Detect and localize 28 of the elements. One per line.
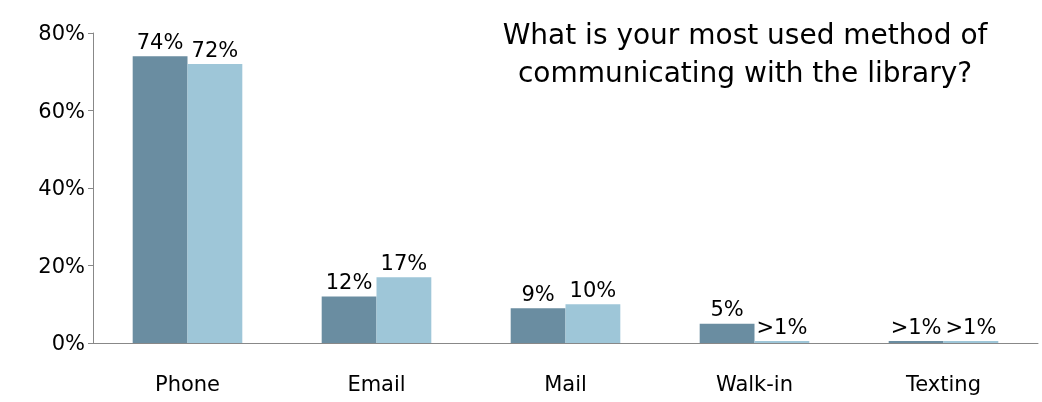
data-label: 17% bbox=[380, 250, 428, 275]
bar bbox=[565, 304, 621, 343]
bar bbox=[132, 56, 188, 343]
data-label: 5% bbox=[710, 297, 744, 322]
x-tick-label: Texting bbox=[905, 371, 981, 396]
y-tick-label: 60% bbox=[38, 98, 85, 123]
data-label: 10% bbox=[569, 277, 617, 302]
bar bbox=[187, 64, 243, 343]
bar bbox=[376, 277, 432, 343]
data-label: >1% bbox=[756, 314, 808, 339]
y-tick-label: 20% bbox=[38, 253, 85, 278]
data-label: >1% bbox=[890, 314, 942, 339]
data-label: 72% bbox=[191, 37, 239, 62]
y-tick-label: 80% bbox=[38, 21, 85, 45]
data-label: 12% bbox=[325, 270, 373, 294]
data-label: 9% bbox=[521, 281, 555, 306]
x-tick-label: Email bbox=[347, 371, 406, 396]
x-tick-label: Walk-in bbox=[715, 371, 794, 396]
y-tick-label: 0% bbox=[51, 331, 85, 355]
chart-title: What is your most used method of communicating with the library? bbox=[502, 17, 989, 89]
bar bbox=[699, 323, 755, 343]
bar bbox=[321, 296, 377, 343]
data-label: >1% bbox=[945, 314, 997, 339]
x-tick-label: Mail bbox=[544, 371, 587, 396]
y-tick-label: 40% bbox=[38, 176, 85, 200]
data-label: 74% bbox=[136, 29, 184, 54]
bar bbox=[510, 308, 566, 343]
x-tick-label: Phone bbox=[154, 371, 221, 396]
